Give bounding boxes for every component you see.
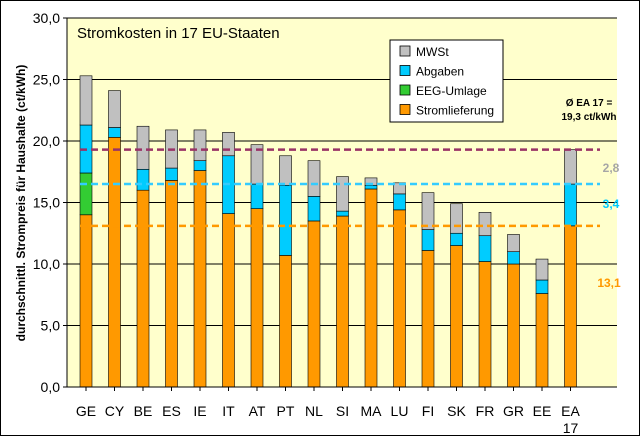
bar-segment-mwst — [108, 90, 121, 128]
x-tick-label: CY — [105, 403, 125, 419]
bar-segment-stromlieferung — [507, 263, 520, 388]
bar-segment-stromlieferung — [79, 214, 93, 388]
bar-segment-mwst — [535, 258, 549, 281]
bar-segment-stromlieferung — [165, 180, 178, 388]
y-axis-ticks: 0,0 5,0 10,0 15,0 20,0 25,0 30,0 — [33, 10, 67, 395]
bar-segment-stromlieferung — [364, 188, 378, 388]
bar-segment-stromlieferung — [564, 225, 577, 388]
bar-segment-abgaben — [535, 279, 549, 294]
bar-segment-abgaben — [136, 168, 150, 191]
bar-segment-abgaben — [393, 193, 406, 211]
x-tick-label: BE — [134, 403, 153, 419]
bar-segment-abgaben — [307, 196, 321, 222]
bar-segment-stromlieferung — [336, 215, 349, 388]
bar-segment-mwst — [564, 149, 577, 185]
x-tick-label: IE — [193, 403, 206, 419]
x-tick-label: ES — [162, 403, 181, 419]
bar-segment-stromlieferung — [307, 220, 321, 388]
x-tick-label: LU — [391, 403, 409, 419]
legend-swatch — [399, 84, 411, 96]
bar-segment-stromlieferung — [279, 255, 292, 388]
bar-segment-mwst — [307, 160, 321, 197]
x-tick-label: GE — [76, 403, 96, 419]
legend-label: MWSt — [416, 45, 449, 59]
bar-segment-abgaben — [450, 232, 463, 246]
bar-segment-mwst — [421, 192, 435, 230]
x-tick-label: SK — [447, 403, 466, 419]
bar-segment-stromlieferung — [250, 208, 264, 388]
bar-segment-stromlieferung — [421, 250, 435, 388]
bar-segment-stromlieferung — [478, 261, 492, 388]
bar-segment-stromlieferung — [393, 209, 406, 388]
x-tick-label: NL — [305, 403, 323, 419]
abgaben-value-label: 3,4 — [603, 197, 620, 211]
legend-label: Stromlieferung — [416, 104, 494, 118]
legend-swatch — [399, 45, 411, 57]
bar-segment-mwst — [222, 132, 235, 157]
y-tick-label: 15,0 — [33, 195, 60, 211]
bar-segment-stromlieferung — [222, 213, 235, 388]
x-tick-label: GR — [503, 403, 524, 419]
chart-title: Stromkosten in 17 EU-Staaten — [77, 25, 280, 42]
y-tick-label: 10,0 — [33, 256, 60, 272]
bar-segment-abgaben — [564, 183, 577, 227]
bar-segment-stromlieferung — [136, 189, 150, 388]
bar-segment-stromlieferung — [535, 293, 549, 388]
y-axis-label: durchschnittl. Strompreis für Haushalte … — [14, 65, 28, 342]
bar-segment-abgaben — [507, 251, 520, 265]
bar-segment-abgaben — [336, 210, 349, 217]
y-tick-label: 25,0 — [33, 72, 60, 88]
legend-label: Abgaben — [416, 65, 464, 79]
x-tick-label: AT — [249, 403, 266, 419]
bar-segment-abgaben — [364, 184, 378, 190]
bar-segment-abgaben — [165, 167, 178, 181]
x-tick-label: SI — [336, 403, 349, 419]
x-axis-ticks: GE CY BE ES IE IT AT PT NL SI MA LU FI SK FR GR EE EA 17 — [76, 387, 580, 436]
bar-segment-abgaben — [193, 160, 207, 171]
x-tick-label: EE — [533, 403, 552, 419]
x-tick-label: FR — [476, 403, 495, 419]
bar-segment-stromlieferung — [193, 170, 207, 388]
bar-segment-abgaben — [478, 235, 492, 262]
bar-segment-abgaben — [250, 183, 264, 209]
ea-total-annotation-line1: Ø EA 17 = — [566, 98, 613, 109]
mwst-value-label: 2,8 — [603, 161, 620, 175]
y-tick-label: 20,0 — [33, 133, 60, 149]
x-tick-label: PT — [277, 403, 295, 419]
bar-segment-abgaben — [279, 184, 292, 256]
strom-value-label: 13,1 — [597, 276, 621, 290]
x-tick-label: EA 17 — [561, 403, 580, 436]
reference-lines — [80, 148, 600, 228]
bar-segment-eeg-umlage — [79, 172, 93, 216]
bar-segment-mwst — [279, 155, 292, 186]
legend-swatch — [399, 65, 411, 76]
bar-segment-mwst — [450, 203, 463, 234]
bar-segment-mwst — [79, 75, 93, 126]
bar-segment-mwst — [336, 176, 349, 212]
legend-label: EEG-Umlage — [416, 84, 487, 98]
legend: MWSt Abgaben EEG-Umlage Stromlieferung — [389, 39, 504, 123]
x-tick-label: IT — [222, 403, 235, 419]
bar-segment-mwst — [193, 129, 207, 161]
bar-segment-mwst — [136, 125, 150, 170]
bar-segment-mwst — [478, 212, 492, 237]
bar-segment-abgaben — [108, 127, 121, 138]
y-tick-label: 0,0 — [41, 379, 61, 395]
legend-swatch — [399, 104, 411, 115]
x-tick-label: MA — [361, 403, 383, 419]
ea-total-annotation-line2: 19,3 ct/kWh — [561, 112, 616, 123]
y-tick-label: 30,0 — [33, 10, 60, 26]
bar-segment-mwst — [507, 234, 520, 252]
bar-segment-stromlieferung — [108, 137, 121, 388]
y-tick-label: 5,0 — [41, 318, 61, 334]
bar-segment-stromlieferung — [450, 245, 463, 388]
bar-segment-abgaben — [421, 229, 435, 251]
x-tick-label: FI — [422, 403, 434, 419]
